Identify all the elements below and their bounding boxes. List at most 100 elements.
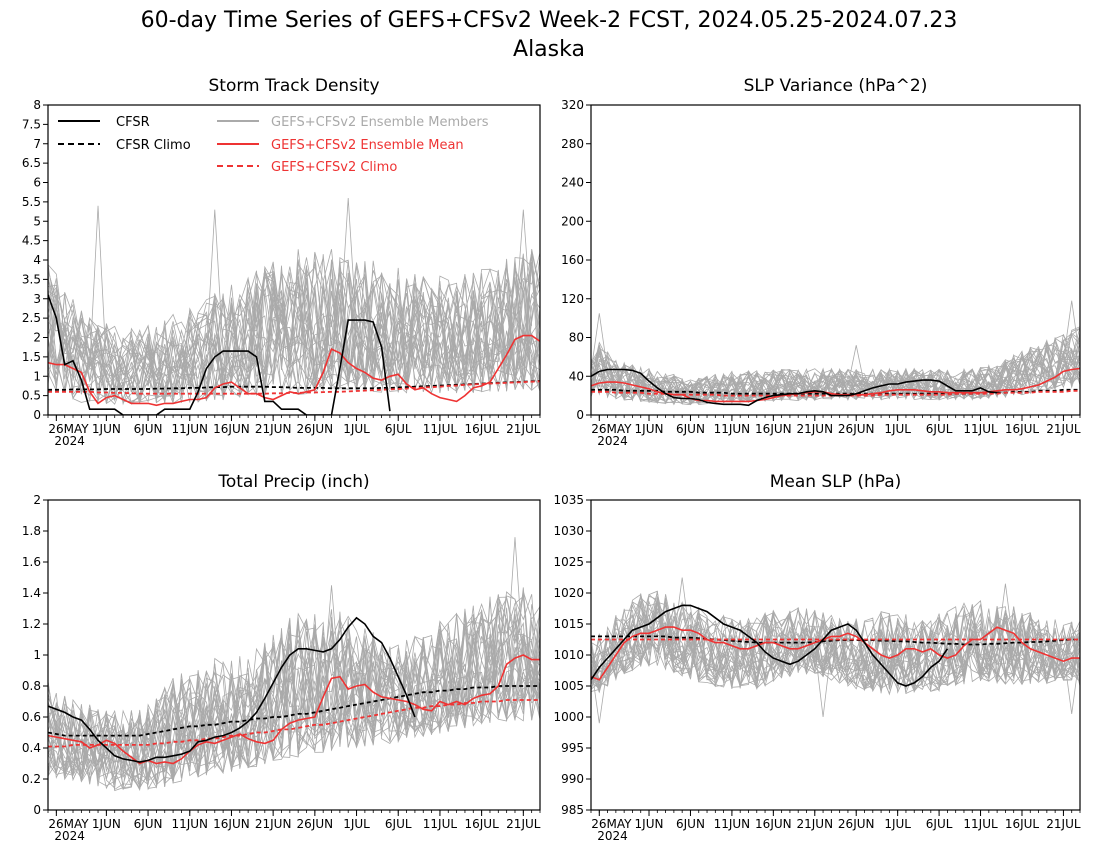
y-tick-label: 1.8 <box>22 524 41 538</box>
y-tick-label: 1035 <box>553 493 584 507</box>
x-tick-label: 26JUN <box>297 422 334 436</box>
chart-panel-2: SLP Variance (hPa^2) 0 40 80 120 160 200 240 280… <box>561 76 1081 448</box>
series-line-gefs-cfsv2-climo <box>591 389 1080 397</box>
ensemble-member-line <box>48 258 540 401</box>
x-tick-label: 26JUN <box>838 422 875 436</box>
ensemble-member-line <box>48 257 540 404</box>
ensemble-member-line <box>48 594 540 792</box>
y-tick-label: 80 <box>569 331 584 345</box>
y-tick-label: 985 <box>561 803 584 817</box>
x-tick-label: 1JUL <box>884 422 911 436</box>
ensemble-member-spike <box>591 664 608 724</box>
y-tick-label: 1.2 <box>22 617 41 631</box>
x-year-label: 2024 <box>54 829 85 843</box>
y-tick-label: 160 <box>561 253 584 267</box>
ensemble-member-line <box>591 590 1080 690</box>
x-tick-label: 26MAY <box>48 422 89 436</box>
y-tick-label: 8 <box>33 98 41 112</box>
ensemble-member-line <box>591 350 1080 404</box>
y-tick-label: 200 <box>561 214 584 228</box>
y-tick-label: 0 <box>33 803 41 817</box>
panel-title: Mean SLP (hPa) <box>770 472 902 492</box>
ensemble-members <box>48 537 540 792</box>
ensemble-member-spike <box>506 537 524 660</box>
ensemble-member-spike <box>206 209 224 352</box>
x-tick-label: 1JUN <box>92 422 121 436</box>
y-tick-label: 0 <box>576 408 584 422</box>
series-line-cfsr-climo <box>48 685 540 737</box>
ensemble-member-spike <box>322 585 341 687</box>
ensemble-member-line <box>48 252 540 406</box>
ensemble-member-line <box>48 254 540 400</box>
series-lines <box>48 616 540 765</box>
legend: CFSR CFSR Climo GEFS+CFSv2 Ensemble Member… <box>58 115 489 175</box>
series-line-gefs-cfsv2-ensemble-mean <box>48 654 540 765</box>
ensemble-member-line <box>48 611 540 785</box>
ensemble-member-spike <box>591 313 608 372</box>
x-tick-label: 6JUL <box>385 817 412 831</box>
ensemble-member-line <box>48 623 540 786</box>
x-tick-label: 21JUL <box>1046 422 1081 436</box>
series-line-gefs-cfsv2-climo <box>48 699 540 748</box>
y-tick-label: 240 <box>561 176 584 190</box>
ensemble-members <box>48 197 540 406</box>
x-tick-label: 16JUL <box>464 422 499 436</box>
y-tick-label: 990 <box>561 772 584 786</box>
x-tick-label: 21JUN <box>255 422 292 436</box>
x-tick-label: 26MAY <box>591 817 632 831</box>
y-tick-label: 1015 <box>553 617 584 631</box>
y-tick-label: 0 <box>33 408 41 422</box>
x-tick-label: 16JUL <box>464 817 499 831</box>
y-tick-label: 2 <box>33 331 41 345</box>
x-tick-label: 11JUN <box>714 422 751 436</box>
ensemble-member-line <box>591 606 1080 695</box>
x-tick-label: 16JUL <box>1005 817 1040 831</box>
x-tick-label: 1JUN <box>635 422 664 436</box>
y-tick-label: 2.5 <box>22 311 41 325</box>
x-tick-label: 1JUN <box>92 817 121 831</box>
ensemble-member-line <box>48 260 540 403</box>
x-tick-label: 26MAY <box>591 422 632 436</box>
y-tick-label: 120 <box>561 292 584 306</box>
x-tick-label: 6JUN <box>676 422 705 436</box>
series-lines <box>591 604 1080 687</box>
x-tick-label: 11JUN <box>714 817 751 831</box>
ensemble-member-line <box>48 595 540 791</box>
panel-title: Storm Track Density <box>208 76 379 96</box>
series-line-gefs-cfsv2-ensemble-mean <box>48 334 540 407</box>
x-tick-label: 16JUL <box>1005 422 1040 436</box>
y-tick-label: 1000 <box>553 710 584 724</box>
ensemble-member-spike <box>1063 651 1080 714</box>
x-tick-label: 21JUL <box>506 422 541 436</box>
y-tick-label: 5.5 <box>22 195 41 209</box>
ensemble-member-line <box>48 273 540 395</box>
chart-panel-4: Mean SLP (hPa) 985 990 995 1000 1005 1010 1015 1… <box>553 472 1080 843</box>
y-tick-label: 1030 <box>553 524 584 538</box>
x-tick-label: 11JUL <box>963 817 998 831</box>
x-year-label: 2024 <box>597 829 628 843</box>
series-line-gefs-cfsv2-ensemble-mean <box>591 367 1080 403</box>
y-tick-label: 6.5 <box>22 156 41 170</box>
y-tick-label: 320 <box>561 98 584 112</box>
y-tick-label: 1 <box>33 648 41 662</box>
y-tick-label: 0.6 <box>22 710 41 724</box>
y-tick-label: 0.8 <box>22 679 41 693</box>
y-tick-label: 1 <box>33 369 41 383</box>
legend-label-cfsr-climo: CFSR Climo <box>116 138 191 153</box>
panel-title: Total Precip (inch) <box>217 472 369 492</box>
legend-label-ens-mean: GEFS+CFSv2 Ensemble Mean <box>271 138 464 153</box>
ensemble-member-line <box>591 599 1080 693</box>
ensemble-member-line <box>591 606 1080 687</box>
series-line-cfsr <box>48 294 391 415</box>
x-tick-label: 6JUL <box>926 817 953 831</box>
y-tick-label: 0.4 <box>22 741 41 755</box>
y-tick-label: 3.5 <box>22 272 41 286</box>
x-tick-label: 11JUL <box>963 422 998 436</box>
x-tick-label: 6JUL <box>385 422 412 436</box>
series-lines <box>48 294 540 415</box>
ensemble-member-line <box>48 596 540 781</box>
ensemble-member-line <box>591 339 1080 404</box>
y-tick-label: 6 <box>33 176 41 190</box>
y-tick-label: 0.5 <box>22 389 41 403</box>
x-tick-label: 11JUL <box>423 817 458 831</box>
